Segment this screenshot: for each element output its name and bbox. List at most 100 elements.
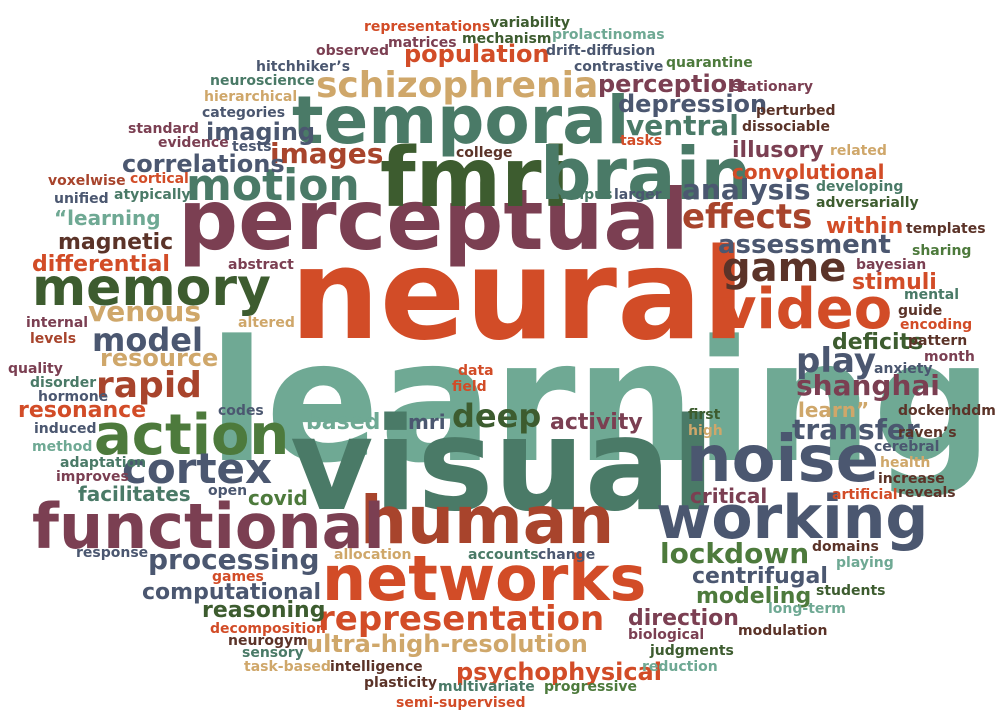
word-23: analysis	[682, 173, 811, 206]
word-66: prolactinomas	[552, 27, 665, 43]
word-81: evidence	[158, 135, 229, 151]
word-89: -campus	[546, 187, 613, 203]
word-141: sensory	[242, 645, 304, 661]
word-86: voxelwise	[48, 173, 126, 189]
word-77: perturbed	[756, 103, 836, 119]
word-133: games	[212, 569, 264, 585]
word-144: reduction	[642, 659, 718, 675]
word-20: representation	[318, 599, 605, 639]
word-101: internal	[26, 315, 89, 331]
word-122: improves	[56, 469, 129, 485]
word-113: codes	[218, 403, 264, 419]
word-147: progressive	[544, 679, 638, 695]
word-117: high	[688, 423, 723, 439]
word-146: multivariate	[438, 679, 535, 695]
word-10: functional	[32, 490, 385, 563]
word-38: perception	[598, 70, 745, 98]
word-4: perceptual	[178, 171, 689, 269]
word-88: atypically	[114, 187, 191, 203]
word-68: mechanism	[462, 31, 552, 47]
word-27: play	[796, 341, 877, 381]
word-32: shanghai	[796, 369, 940, 402]
word-14: working	[656, 483, 929, 553]
word-99: guide	[898, 303, 943, 319]
word-72: contrastive	[574, 59, 664, 75]
word-62: “learning	[54, 206, 161, 230]
word-57: based	[306, 410, 381, 435]
word-130: change	[538, 547, 596, 563]
word-84: college	[456, 145, 513, 161]
word-16: motion	[186, 160, 360, 211]
word-17: schizophrenia	[316, 65, 599, 106]
word-5: fmri	[380, 131, 570, 226]
word-37: depression	[618, 90, 768, 118]
word-118: method	[32, 439, 93, 455]
word-125: artificial	[832, 487, 898, 503]
word-91: developing	[816, 179, 904, 195]
word-49: differential	[32, 252, 170, 277]
word-2: neural	[290, 221, 746, 368]
word-46: modeling	[696, 584, 812, 609]
word-8: human	[360, 482, 615, 559]
word-64: representations	[364, 19, 491, 35]
word-21: deep	[452, 397, 542, 435]
word-1: learning	[208, 304, 993, 500]
word-61: critical	[690, 484, 768, 508]
word-65: variability	[490, 15, 570, 31]
word-19: cortex	[122, 444, 273, 493]
word-43: computational	[142, 580, 322, 605]
word-108: data	[458, 363, 494, 379]
word-18: game	[722, 245, 847, 291]
word-142: task-based	[244, 659, 331, 675]
word-39: imaging	[206, 118, 316, 146]
word-3: visual	[290, 391, 715, 540]
word-48: magnetic	[58, 230, 174, 255]
word-126: reveals	[898, 485, 956, 501]
word-31: assessment	[718, 230, 891, 260]
word-114: first	[688, 407, 721, 423]
word-54: deficits	[832, 330, 924, 355]
word-95: sharing	[912, 243, 972, 259]
word-67: matrices	[388, 35, 457, 51]
word-85: related	[830, 143, 887, 159]
word-132: playing	[836, 555, 894, 571]
word-7: temporal	[292, 82, 630, 159]
word-111: hormone	[38, 389, 109, 405]
word-71: hitchhiker’s	[256, 59, 351, 75]
word-33: transfer	[792, 413, 920, 446]
word-136: decomposition	[210, 621, 326, 637]
word-129: accounts	[468, 547, 539, 563]
word-79: standard	[128, 121, 199, 137]
word-78: categories	[202, 105, 286, 121]
word-42: psychophysical	[456, 658, 662, 686]
word-124: open	[208, 483, 248, 499]
word-13: action	[94, 403, 290, 468]
word-34: lockdown	[660, 537, 810, 570]
word-76: hierarchical	[204, 89, 298, 105]
word-105: month	[924, 349, 975, 365]
word-83: tasks	[620, 133, 663, 149]
word-73: quarantine	[666, 55, 753, 71]
word-58: activity	[550, 410, 643, 435]
word-106: quality	[8, 361, 63, 377]
word-121: health	[880, 455, 931, 471]
word-60: covid	[248, 486, 308, 510]
word-138: modulation	[738, 623, 828, 639]
word-45: direction	[628, 606, 739, 631]
word-137: biological	[628, 627, 705, 643]
word-44: reasoning	[202, 598, 326, 623]
word-93: adversarially	[816, 195, 919, 211]
word-70: drift-diffusion	[546, 43, 656, 59]
word-11: noise	[686, 423, 879, 497]
word-59: mri	[408, 410, 446, 434]
word-74: neuroscience	[210, 73, 315, 89]
word-36: venous	[88, 295, 202, 328]
word-109: field	[452, 379, 487, 395]
word-56: stimuli	[852, 270, 937, 295]
word-87: cortical	[130, 171, 189, 187]
word-139: neurogym	[228, 633, 308, 649]
word-47: centrifugal	[692, 564, 828, 589]
word-115: induced	[34, 421, 97, 437]
word-94: templates	[906, 221, 986, 237]
